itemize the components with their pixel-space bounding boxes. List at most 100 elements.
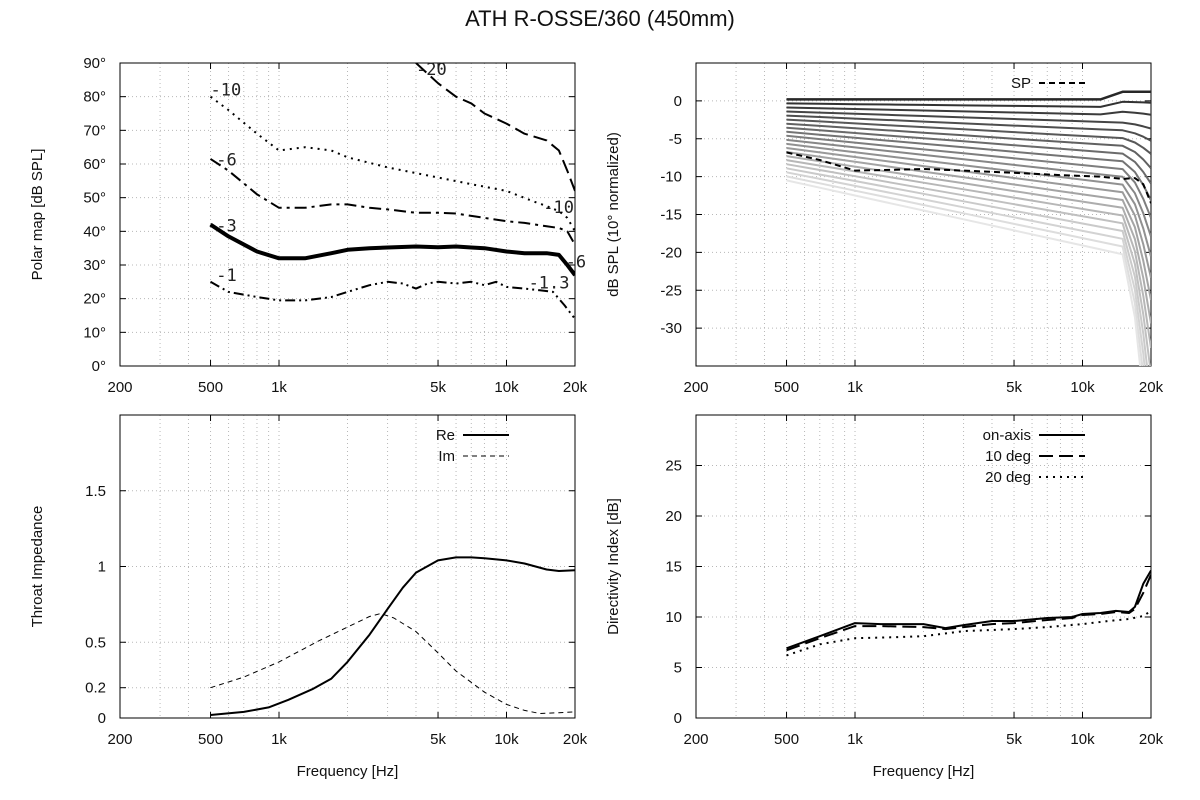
polar-family-curve — [786, 179, 1142, 366]
y-tick-label: -25 — [660, 282, 682, 299]
polar-family-curve — [786, 171, 1146, 366]
throat-impedance-panel: 200 500 1k 5k 10k 20k 0 0.2 0.5 1 1.5 Throat Impeda… — [29, 414, 588, 780]
x-tick-label: 200 — [107, 731, 132, 748]
x-tick-label: 20k — [563, 379, 588, 396]
legend-label: 10 deg — [985, 448, 1031, 465]
plot-frame — [119, 62, 576, 367]
legend-label: on-axis — [983, 427, 1031, 444]
polar-family-curve — [786, 167, 1149, 366]
y-axis-label: Throat Impedance — [29, 506, 46, 628]
x-tick-label: 20k — [563, 731, 588, 748]
legend-label: 20 deg — [985, 469, 1031, 486]
y-tick-label: 40° — [83, 223, 106, 240]
x-tick-label: 500 — [774, 731, 799, 748]
y-tick-label: 50° — [83, 190, 106, 207]
curve-label: -3 — [216, 216, 236, 236]
x-tick-label: 10k — [1070, 731, 1095, 748]
y-tick-label: 0° — [92, 358, 106, 375]
x-tick-label: 200 — [683, 379, 708, 396]
polar-family-curve — [786, 163, 1151, 366]
x-axis-label: Frequency [Hz] — [297, 763, 399, 780]
x-tick-label: 5k — [1006, 379, 1022, 396]
series-line--1 — [210, 280, 575, 320]
x-tick-label: 20k — [1139, 731, 1164, 748]
y-tick-label: 20° — [83, 291, 106, 308]
x-tick-label: 10k — [494, 379, 519, 396]
curve-label: -6 — [566, 252, 586, 272]
y-tick-label: 5 — [674, 660, 682, 677]
polar-family-curve — [786, 110, 1151, 130]
y-tick-label: -20 — [660, 244, 682, 261]
y-axis-label: dB SPL (10° normalized) — [605, 132, 622, 297]
polar-family-curve — [786, 90, 1151, 101]
series-line--6 — [209, 158, 575, 246]
polar-family-curve — [786, 147, 1151, 279]
curve-label: -10 — [211, 81, 242, 101]
directivity-index-panel: 200 500 1k 5k 10k 20k 0 5 10 15 20 25 Directivity In… — [605, 414, 1164, 780]
series-line--3 — [209, 222, 575, 277]
polar-family-curve — [786, 130, 1151, 201]
curve-label: -10 — [543, 198, 574, 218]
polar-family-curve — [786, 100, 1151, 108]
y-tick-label: 10 — [665, 609, 682, 626]
spl-normalized-panel: 200 500 1k 5k 10k 20k 0 -5 -10 -15 -20 -25 -30 dB SPL… — [605, 62, 1164, 396]
series-line--20 — [415, 63, 575, 192]
x-tick-label: 10k — [494, 731, 519, 748]
legend-label: SP — [1011, 75, 1031, 92]
x-tick-label: 1k — [847, 731, 863, 748]
polar-family-curve — [786, 118, 1151, 155]
y-tick-label: 25 — [665, 458, 682, 475]
y-tick-label: 0.2 — [85, 680, 106, 697]
y-tick-label: 90° — [83, 55, 106, 72]
series-line--10 — [209, 95, 575, 232]
x-tick-label: 5k — [430, 731, 446, 748]
y-tick-label: -15 — [660, 207, 682, 224]
y-tick-label: 15 — [665, 559, 682, 576]
y-tick-label: 80° — [83, 89, 106, 106]
x-tick-label: 20k — [1139, 379, 1164, 396]
polar-family-curve — [786, 126, 1151, 185]
series-line-re — [210, 556, 575, 716]
curve-label: -1 — [216, 266, 236, 286]
polar-family-curve — [786, 142, 1151, 257]
y-tick-label: 10° — [83, 324, 106, 341]
curve-label: -6 — [216, 151, 236, 171]
y-tick-label: 60° — [83, 156, 106, 173]
series-line-im — [210, 613, 575, 714]
polar-family-curve — [786, 151, 1151, 301]
polar-family-curve — [786, 106, 1151, 116]
y-tick-label: 0 — [98, 710, 106, 727]
x-tick-label: 1k — [271, 731, 287, 748]
curve-label: -20 — [416, 60, 447, 80]
x-tick-label: 5k — [1006, 731, 1022, 748]
y-axis-label: Polar map [dB SPL] — [29, 149, 46, 281]
polar-family-curve — [786, 175, 1144, 366]
y-tick-label: 0 — [674, 710, 682, 727]
figure-title: ATH R-OSSE/360 (450mm) — [465, 6, 735, 31]
polar-family-curve — [786, 138, 1151, 238]
x-tick-label: 1k — [847, 379, 863, 396]
x-tick-label: 500 — [774, 379, 799, 396]
x-tick-label: 10k — [1070, 379, 1095, 396]
x-axis-label: Frequency [Hz] — [873, 763, 975, 780]
y-tick-label: 1.5 — [85, 483, 106, 500]
series-line-10-deg — [786, 574, 1151, 652]
y-tick-label: 0.5 — [85, 634, 106, 651]
x-tick-label: 200 — [107, 379, 132, 396]
legend-label: Re — [436, 427, 455, 444]
y-tick-label: 20 — [665, 508, 682, 525]
series-line-20-deg — [786, 610, 1151, 657]
y-tick-label: 1 — [98, 559, 106, 576]
x-tick-label: 500 — [198, 379, 223, 396]
polar-family-curve — [786, 114, 1151, 142]
polar-map-panel: 200 500 1k 5k 10k 20k 0° 10° 20° 30° 40° 50° 60° 70° 8… — [29, 55, 588, 396]
y-tick-label: -5 — [669, 131, 682, 148]
y-tick-label: -30 — [660, 320, 682, 337]
x-tick-label: 200 — [683, 731, 708, 748]
legend-label: Im — [438, 448, 455, 465]
polar-family-curve — [786, 134, 1151, 219]
y-axis-label: Directivity Index [dB] — [605, 498, 622, 635]
y-tick-label: -10 — [660, 169, 682, 186]
x-tick-label: 500 — [198, 731, 223, 748]
x-tick-label: 5k — [430, 379, 446, 396]
